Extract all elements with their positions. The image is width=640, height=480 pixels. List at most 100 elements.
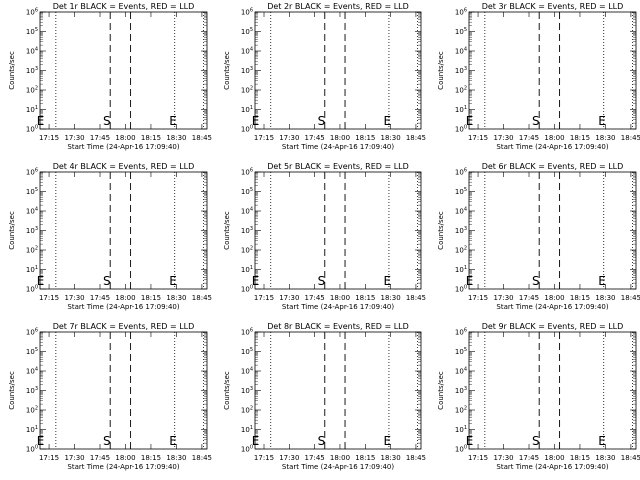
y-tick-label: 103 <box>241 66 253 75</box>
y-tick-label: 102 <box>26 406 38 415</box>
y-tick-label: 106 <box>26 328 38 337</box>
start-marker: S <box>318 434 326 448</box>
y-tick-label: 100 <box>455 285 467 294</box>
x-tick-label: 17:30 <box>493 454 513 462</box>
start-marker: S <box>318 274 326 288</box>
x-tick-label: 18:45 <box>621 454 640 462</box>
y-tick-label: 105 <box>26 347 38 356</box>
x-tick-label: 17:15 <box>254 454 274 462</box>
x-tick-label: 17:15 <box>39 134 59 142</box>
x-tick-label: 18:30 <box>381 134 401 142</box>
x-tick-label: 17:30 <box>493 294 513 302</box>
plot-frame <box>39 171 208 290</box>
x-tick-label: 18:45 <box>406 294 426 302</box>
y-tick-label: 100 <box>241 125 253 134</box>
x-axis-label: Start Time (24-Apr-16 17:09:40) <box>67 143 179 151</box>
y-tick-label: 102 <box>26 86 38 95</box>
y-tick-label: 101 <box>241 265 253 274</box>
y-tick-label: 100 <box>26 445 38 454</box>
y-tick-label: 101 <box>26 425 38 434</box>
y-tick-label: 105 <box>241 347 253 356</box>
y-tick-label: 100 <box>455 445 467 454</box>
y-tick-label: 103 <box>26 226 38 235</box>
x-tick-label: 18:15 <box>355 134 375 142</box>
end-marker: E <box>598 114 606 128</box>
x-tick-label: 18:15 <box>355 454 375 462</box>
x-tick-label: 17:15 <box>39 294 59 302</box>
x-axis-label: Start Time (24-Apr-16 17:09:40) <box>67 303 179 311</box>
x-tick-label: 17:15 <box>468 454 488 462</box>
y-axis-label: Counts/sec <box>223 371 231 410</box>
x-tick-label: 17:15 <box>254 134 274 142</box>
chart-panel: Det 5r BLACK = Events, RED = LLD 17:15 17:… <box>223 162 426 311</box>
x-tick-label: 17:45 <box>519 294 539 302</box>
chart-panel: Det 3r BLACK = Events, RED = LLD 17:15 17:… <box>437 2 640 151</box>
chart-title: Det 7r BLACK = Events, RED = LLD <box>53 322 195 331</box>
end-marker: E <box>169 434 177 448</box>
chart-panel: Det 8r BLACK = Events, RED = LLD 17:15 17:… <box>223 322 426 471</box>
x-tick-label: 18:00 <box>115 134 135 142</box>
end-marker: E <box>252 274 260 288</box>
y-tick-label: 104 <box>26 47 38 56</box>
y-tick-label: 106 <box>241 328 253 337</box>
chart-title: Det 8r BLACK = Events, RED = LLD <box>267 322 409 331</box>
x-tick-label: 18:30 <box>166 454 186 462</box>
start-marker: S <box>532 114 540 128</box>
x-tick-label: 18:45 <box>406 454 426 462</box>
x-tick-label: 18:00 <box>115 454 135 462</box>
end-marker: E <box>598 434 606 448</box>
y-tick-label: 104 <box>241 367 253 376</box>
y-axis-label: Counts/sec <box>437 371 445 410</box>
y-tick-label: 102 <box>455 246 467 255</box>
x-tick-label: 18:00 <box>330 454 350 462</box>
x-tick-label: 18:30 <box>166 294 186 302</box>
x-tick-label: 18:00 <box>330 294 350 302</box>
chart-title: Det 9r BLACK = Events, RED = LLD <box>482 322 624 331</box>
end-marker: E <box>466 114 474 128</box>
chart-panel: Det 9r BLACK = Events, RED = LLD 17:15 17:… <box>437 322 640 471</box>
x-tick-label: 17:15 <box>254 294 274 302</box>
end-marker: E <box>383 434 391 448</box>
end-marker: E <box>466 434 474 448</box>
end-marker: E <box>466 274 474 288</box>
end-marker: E <box>252 434 260 448</box>
y-tick-label: 104 <box>455 207 467 216</box>
end-marker: E <box>252 114 260 128</box>
y-tick-label: 104 <box>26 367 38 376</box>
x-tick-label: 17:45 <box>305 454 325 462</box>
x-axis-label: Start Time (24-Apr-16 17:09:40) <box>282 303 394 311</box>
x-tick-label: 17:45 <box>90 294 110 302</box>
chart-title: Det 5r BLACK = Events, RED = LLD <box>267 162 409 171</box>
plot-frame <box>254 11 422 130</box>
y-tick-label: 101 <box>241 425 253 434</box>
x-tick-label: 18:00 <box>544 454 564 462</box>
x-tick-label: 17:45 <box>519 134 539 142</box>
y-tick-label: 103 <box>455 226 467 235</box>
y-tick-label: 106 <box>26 8 38 17</box>
x-tick-label: 17:30 <box>64 294 84 302</box>
y-axis-label: Counts/sec <box>223 211 231 250</box>
chart-panel: Det 7r BLACK = Events, RED = LLD 17:15 17:… <box>8 322 212 471</box>
chart-title: Det 4r BLACK = Events, RED = LLD <box>53 162 195 171</box>
end-marker: E <box>169 114 177 128</box>
x-tick-label: 18:30 <box>166 134 186 142</box>
end-marker: E <box>37 434 45 448</box>
y-axis-label: Counts/sec <box>223 51 231 90</box>
x-tick-label: 18:30 <box>381 294 401 302</box>
chart-panel: Det 1r BLACK = Events, RED = LLD 17:15 17:… <box>8 2 212 151</box>
x-tick-label: 18:00 <box>544 294 564 302</box>
plot-frame <box>254 171 422 290</box>
chart-title: Det 3r BLACK = Events, RED = LLD <box>482 2 624 11</box>
y-tick-label: 104 <box>455 47 467 56</box>
x-tick-label: 17:30 <box>64 454 84 462</box>
y-tick-label: 106 <box>241 168 253 177</box>
x-tick-label: 18:45 <box>192 134 212 142</box>
x-tick-label: 17:45 <box>90 454 110 462</box>
y-tick-label: 102 <box>455 86 467 95</box>
y-tick-label: 100 <box>455 125 467 134</box>
start-marker: S <box>103 114 111 128</box>
x-tick-label: 18:15 <box>570 454 590 462</box>
y-tick-label: 103 <box>455 66 467 75</box>
start-marker: S <box>103 434 111 448</box>
x-axis-label: Start Time (24-Apr-16 17:09:40) <box>496 303 608 311</box>
